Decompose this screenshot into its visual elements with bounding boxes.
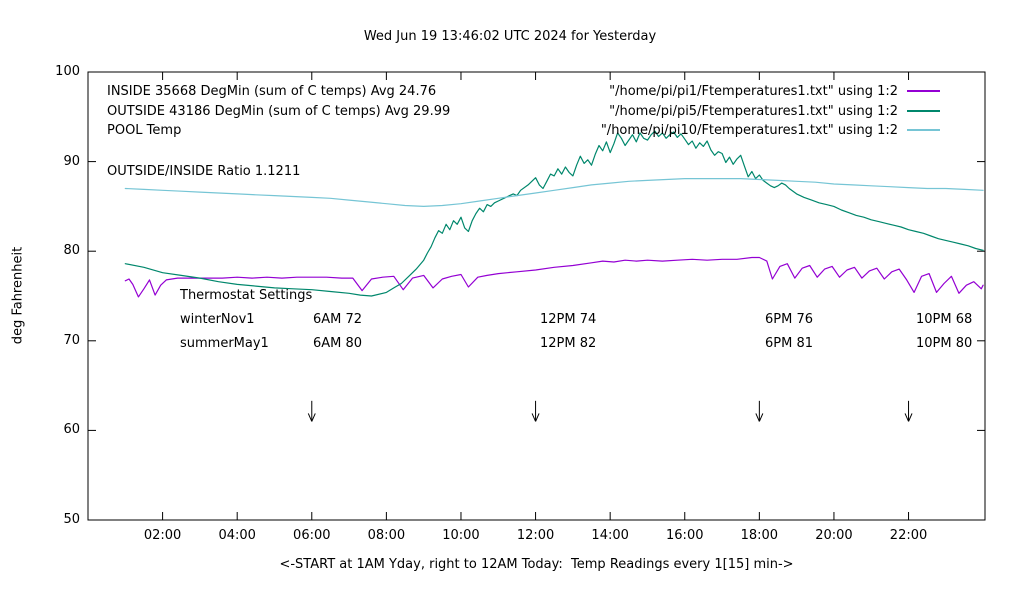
x-tick-label: 20:00 [815, 528, 853, 543]
chart-title: Wed Jun 19 13:46:02 UTC 2024 for Yesterd… [363, 29, 657, 44]
y-tick-label: 70 [63, 332, 80, 348]
legend-line-sample-outside [907, 110, 940, 112]
x-tick-label: 04:00 [218, 528, 256, 543]
legend-file-pool: "/home/pi/pi10/Ftemperatures1.txt" using… [600, 122, 898, 138]
thermostat-winter-label: winterNov1 [180, 312, 255, 327]
legend-label-inside: INSIDE 35668 DegMin (sum of C temps) Avg… [107, 83, 437, 99]
x-tick-label: 12:00 [516, 528, 555, 543]
thermostat-winter-12pm: 12PM 74 [540, 312, 597, 327]
legend-row-inside: INSIDE 35668 DegMin (sum of C temps) Avg… [107, 81, 940, 101]
outside-inside-ratio: OUTSIDE/INSIDE Ratio 1.1211 [107, 164, 301, 179]
x-tick-label: 08:00 [367, 528, 406, 543]
x-tick-label: 02:00 [143, 528, 182, 543]
legend-row-outside: OUTSIDE 43186 DegMin (sum of C temps) Av… [107, 101, 940, 121]
x-tick-label: 14:00 [591, 528, 629, 543]
thermostat-settings-heading: Thermostat Settings [180, 288, 313, 303]
thermostat-winter-6pm: 6PM 76 [765, 312, 814, 327]
legend-file-outside: "/home/pi/pi5/Ftemperatures1.txt" using … [609, 103, 898, 119]
y-tick-label: 90 [63, 153, 80, 169]
x-axis-label: <-START at 1AM Yday, right to 12AM Today… [279, 557, 794, 572]
legend-line-sample-inside [907, 90, 940, 92]
thermostat-summer-12pm: 12PM 82 [540, 336, 597, 351]
thermostat-winter-10pm: 10PM 68 [916, 312, 973, 327]
thermostat-summer-6pm: 6PM 81 [765, 336, 814, 351]
legend-line-sample-pool [907, 129, 940, 131]
y-axis-label: deg Fahrenheit [10, 246, 26, 345]
legend-label-outside: OUTSIDE 43186 DegMin (sum of C temps) Av… [107, 103, 451, 119]
thermostat-summer-10pm: 10PM 80 [916, 336, 973, 351]
thermostat-summer-label: summerMay1 [180, 336, 269, 351]
thermostat-row-summer: summerMay1 6AM 80 12PM 82 6PM 81 10PM 80 [180, 336, 973, 353]
thermostat-winter-6am: 6AM 72 [313, 312, 363, 327]
x-tick-label: 16:00 [666, 528, 704, 543]
thermostat-summer-6am: 6AM 80 [313, 336, 363, 351]
legend-file-inside: "/home/pi/pi1/Ftemperatures1.txt" using … [609, 83, 898, 99]
x-tick-label: 18:00 [740, 528, 779, 543]
thermostat-row-winter: winterNov1 6AM 72 12PM 74 6PM 76 10PM 68 [180, 312, 973, 329]
x-tick-label: 10:00 [442, 528, 480, 543]
y-tick-label: 100 [55, 64, 80, 79]
legend-row-pool: POOL Temp "/home/pi/pi10/Ftemperatures1.… [107, 120, 940, 140]
legend-label-pool: POOL Temp [107, 122, 182, 138]
x-tick-label: 06:00 [293, 528, 331, 543]
y-tick-label: 50 [63, 512, 80, 527]
y-tick-label: 60 [63, 422, 80, 438]
y-tick-label: 80 [63, 243, 80, 259]
x-tick-label: 22:00 [889, 528, 928, 543]
